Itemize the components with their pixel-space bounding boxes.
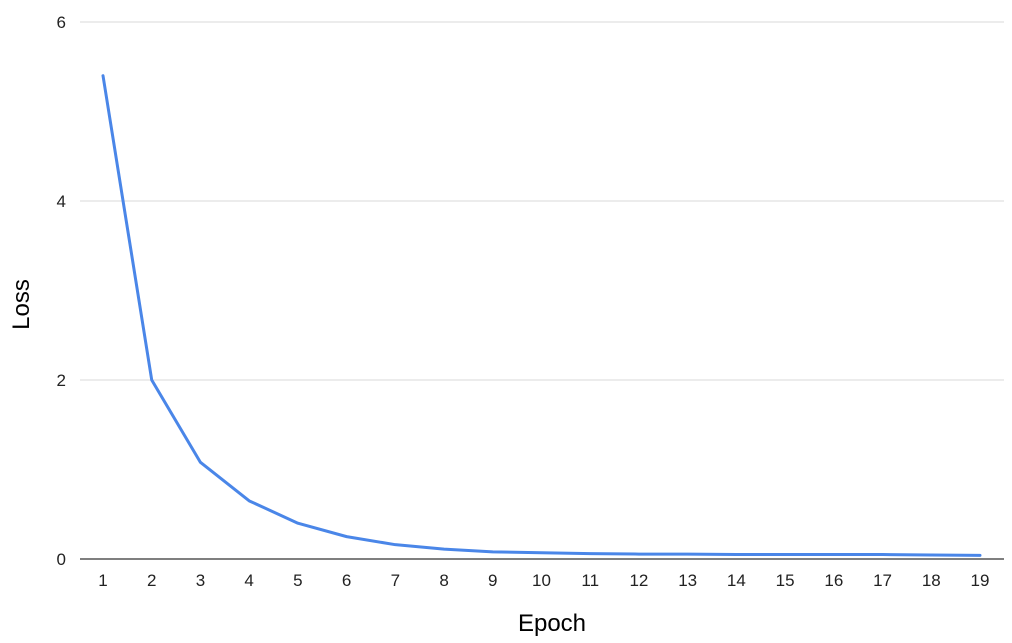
x-tick-label: 11: [581, 571, 599, 590]
y-axis-title: Loss: [8, 279, 35, 330]
y-gridlines: [80, 21, 1004, 381]
y-tick-label: 0: [57, 550, 66, 569]
y-tick-label: 6: [57, 13, 66, 32]
y-tick-label: 4: [57, 192, 66, 211]
x-tick-label: 8: [439, 571, 448, 590]
x-tick-label: 13: [678, 571, 697, 590]
x-tick-label: 19: [971, 571, 990, 590]
x-tick-label: 18: [922, 571, 941, 590]
x-tick-label: 6: [342, 571, 351, 590]
x-tick-label: 1: [98, 571, 107, 590]
y-tick-labels: 0 2 4 6: [57, 13, 66, 569]
x-tick-label: 5: [293, 571, 302, 590]
x-tick-label: 16: [824, 571, 843, 590]
x-tick-label: 15: [776, 571, 795, 590]
x-tick-label: 4: [244, 571, 253, 590]
x-tick-label: 2: [147, 571, 156, 590]
x-tick-label: 3: [196, 571, 205, 590]
x-axis-title: Epoch: [518, 610, 586, 637]
x-tick-labels: 1 2 3 4 5 6 7 8 9 10 11 12 13 14 15 16 17 18 19: [98, 571, 989, 590]
x-tick-label: 17: [873, 571, 892, 590]
x-tick-label: 14: [727, 571, 746, 590]
series-lines: [101, 74, 982, 557]
x-tick-label: 7: [391, 571, 400, 590]
x-tick-label: 10: [532, 571, 551, 590]
loss-series-line: [101, 74, 982, 557]
x-tick-label: 9: [488, 571, 497, 590]
x-tick-label: 12: [629, 571, 648, 590]
y-tick-label: 2: [57, 371, 66, 390]
